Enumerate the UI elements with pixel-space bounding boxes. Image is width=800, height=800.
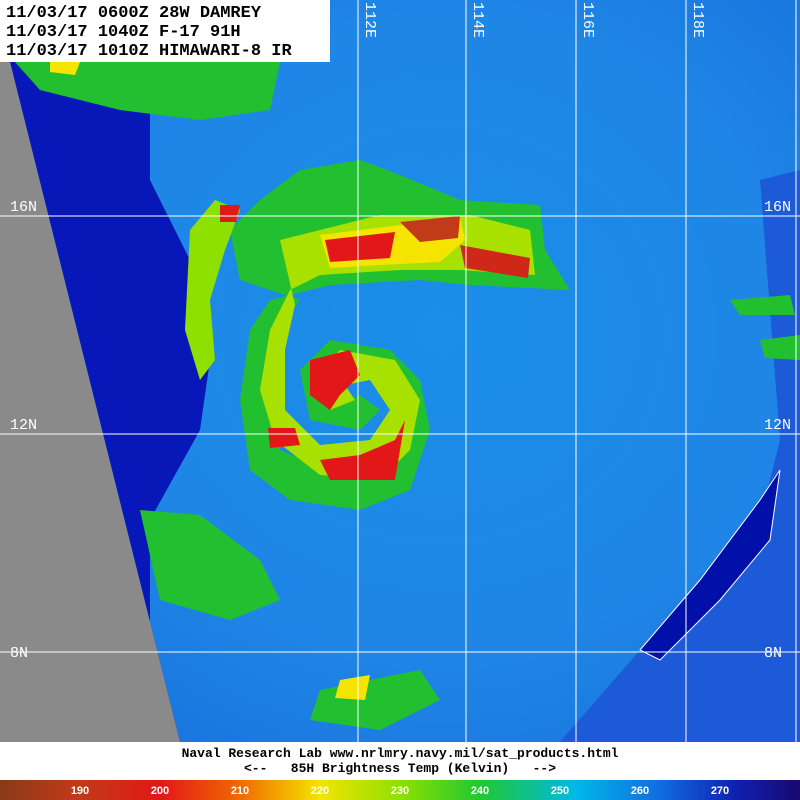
lat-label-left: 12N (10, 417, 37, 434)
colorbar (0, 780, 800, 800)
header-box (0, 0, 330, 62)
lon-label: 112E (361, 2, 378, 38)
colorbar-label: 240 (471, 785, 489, 797)
lat-label-left: 16N (10, 199, 37, 216)
imagery (0, 0, 800, 742)
grid (0, 0, 800, 742)
colorbar-label: 260 (631, 785, 649, 797)
header-line: 11/03/17 0600Z 28W DAMREY (6, 4, 262, 23)
colorbar-label: 190 (71, 785, 89, 797)
colorbar-labels: 190 200 210 220 230 240 250 260 270 (71, 785, 729, 797)
legend-title: <-- 85H Brightness Temp (Kelvin) --> (244, 761, 556, 776)
lat-label-right: 8N (764, 645, 782, 662)
labels: 112E114E116E118E120E16N12N8N16N12N8N (10, 2, 800, 662)
colorbar-label: 270 (711, 785, 729, 797)
colorbar-label: 220 (311, 785, 329, 797)
lat-label-left: 8N (10, 645, 28, 662)
header-line: 11/03/17 1010Z HIMAWARI-8 IR (6, 42, 292, 61)
lon-label: 118E (689, 2, 706, 38)
footer-box (0, 742, 800, 780)
footer-credit: Naval Research Lab www.nrlmry.navy.mil/s… (182, 746, 619, 761)
lon-label: 114E (469, 2, 486, 38)
colorbar-label: 210 (231, 785, 249, 797)
lat-label-right: 12N (764, 417, 791, 434)
header-line: 11/03/17 1040Z F-17 91H (6, 23, 241, 42)
lon-label: 116E (579, 2, 596, 38)
colorbar-label: 200 (151, 785, 169, 797)
lat-label-right: 16N (764, 199, 791, 216)
colorbar-label: 230 (391, 785, 409, 797)
colorbar-label: 250 (551, 785, 569, 797)
